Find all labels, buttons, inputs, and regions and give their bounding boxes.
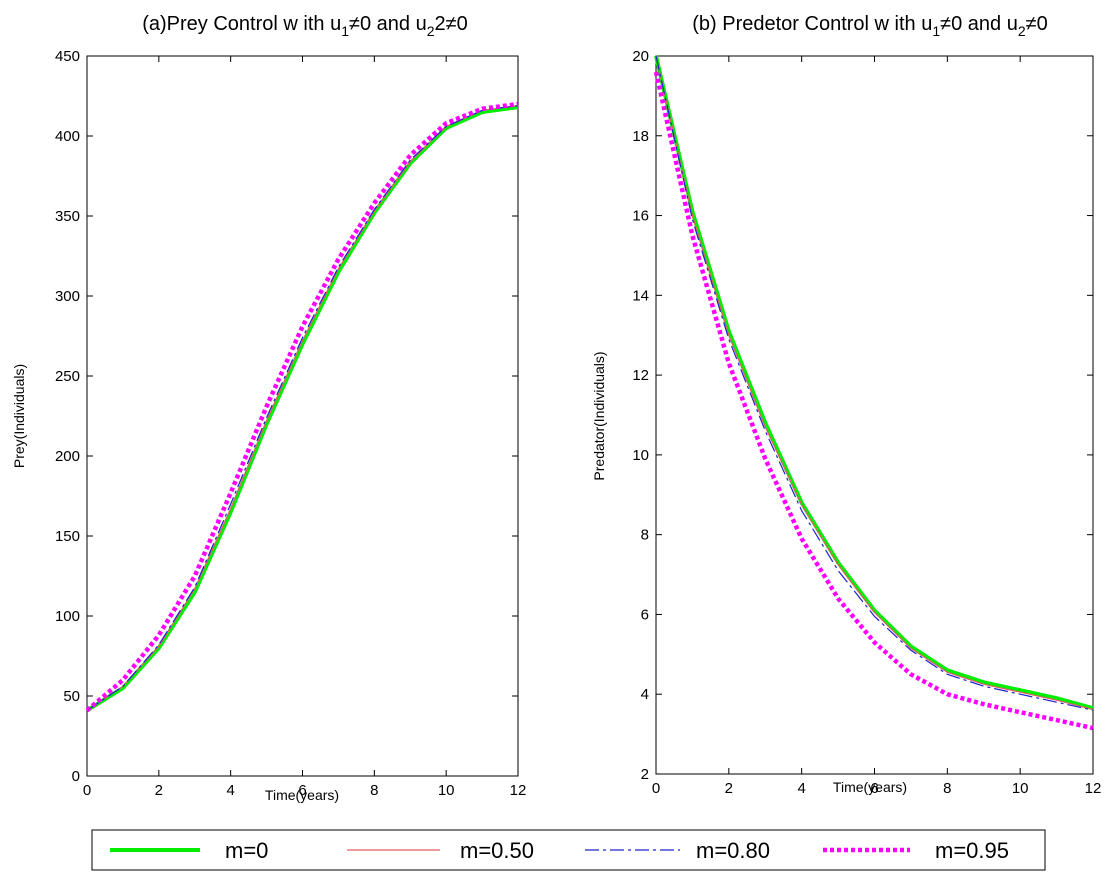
y-tick-label: 10 <box>632 447 649 464</box>
y-tick-label: 300 <box>55 288 80 305</box>
plot-frame-a <box>86 55 519 777</box>
y-tick-label: 12 <box>632 367 649 384</box>
x-tick-label: 4 <box>226 782 234 799</box>
x-tick-label: 10 <box>438 782 455 799</box>
y-tick-label: 450 <box>55 48 80 65</box>
x-axis-label-b: Time(years) <box>833 779 907 795</box>
x-tick-label: 0 <box>83 782 91 799</box>
x-tick-label: 0 <box>652 780 660 797</box>
y-tick-label: 250 <box>55 368 80 385</box>
y-tick-label: 50 <box>63 688 80 705</box>
series-line-m-0-50 <box>655 55 1094 710</box>
chart-title-a: (a)Prey Control w ith u1≠0 and u22≠0 <box>142 13 468 39</box>
plot-frame-b <box>655 55 1094 775</box>
x-tick-label: 8 <box>943 780 951 797</box>
x-tick-label: 8 <box>370 782 378 799</box>
y-tick-label: 2 <box>641 766 649 783</box>
series-line-m-0-80 <box>86 105 519 711</box>
series-line-m-0 <box>654 55 1094 711</box>
x-tick-label: 12 <box>1085 780 1102 797</box>
x-tick-label: 2 <box>155 782 163 799</box>
x-axis-label-a: Time(years) <box>265 787 339 803</box>
panel-prey: (a)Prey Control w ith u1≠0 and u22≠0 Tim… <box>11 13 526 803</box>
y-tick-label: 16 <box>632 208 649 225</box>
x-tick-label: 10 <box>1012 780 1029 797</box>
y-tick-label: 20 <box>632 48 649 65</box>
legend-label: m=0.80 <box>696 838 770 863</box>
y-tick-label: 0 <box>72 768 80 785</box>
series-line-m-0-95 <box>653 71 1094 731</box>
y-tick-label: 8 <box>641 527 649 544</box>
y-tick-label: 14 <box>632 287 649 304</box>
chart-title-b: (b) Predetor Control w ith u1≠0 and u2≠0 <box>692 13 1048 39</box>
legend-label: m=0.95 <box>935 838 1009 863</box>
x-tick-label: 4 <box>797 780 805 797</box>
y-axis-label-a: Prey(Individuals) <box>11 364 27 468</box>
y-tick-label: 100 <box>55 608 80 625</box>
series-line-m-0-50 <box>86 105 519 711</box>
y-tick-label: 200 <box>55 448 80 465</box>
y-tick-label: 150 <box>55 528 80 545</box>
y-axis-label-b: Predator(Individuals) <box>591 351 607 480</box>
series-line-m-0 <box>85 105 519 713</box>
x-tick-label: 2 <box>725 780 733 797</box>
legend-label: m=0.50 <box>460 838 534 863</box>
x-tick-label: 12 <box>510 782 527 799</box>
x-tick-label: 6 <box>870 780 878 797</box>
y-tick-label: 350 <box>55 208 80 225</box>
y-tick-label: 400 <box>55 128 80 145</box>
legend: m=0 m=0.50 m=0.80 m=0.95 <box>91 829 1046 871</box>
y-tick-label: 6 <box>641 606 649 623</box>
panel-predator: (b) Predetor Control w ith u1≠0 and u2≠0… <box>591 13 1101 797</box>
series-line-m-0-80 <box>655 55 1094 711</box>
series-line-m-0-95 <box>85 101 519 713</box>
legend-label: m=0 <box>225 838 268 863</box>
x-tick-label: 6 <box>298 782 306 799</box>
y-tick-label: 4 <box>641 686 649 703</box>
y-tick-label: 18 <box>632 128 649 145</box>
